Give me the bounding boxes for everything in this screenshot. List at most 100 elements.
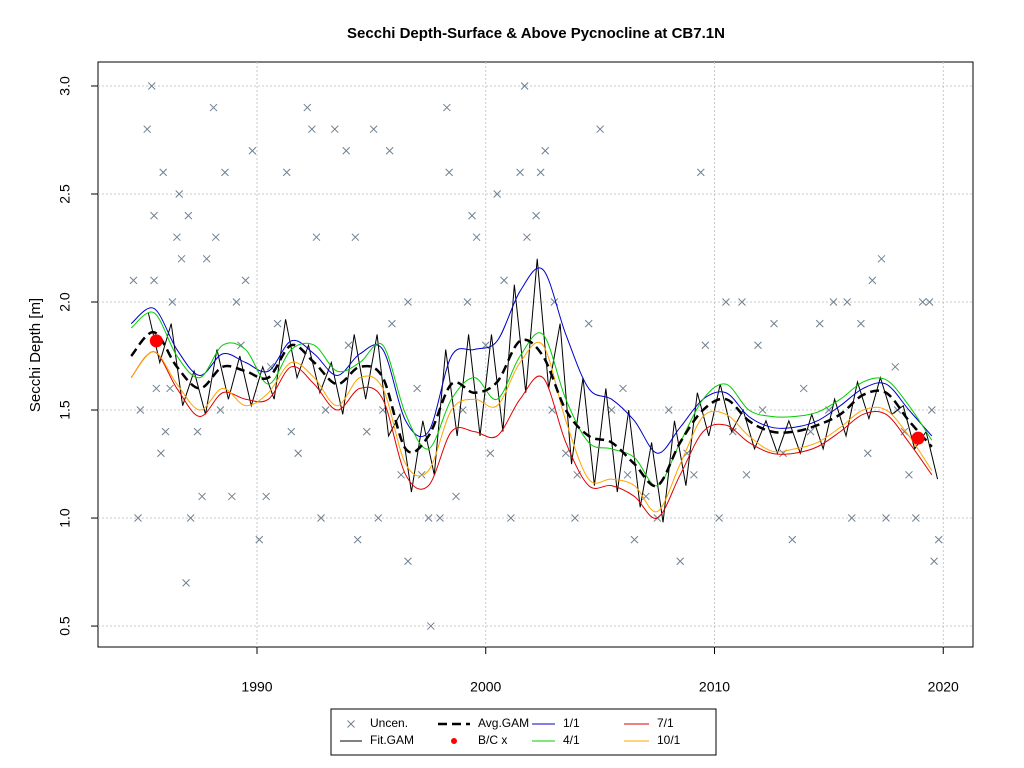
data-point xyxy=(701,341,710,350)
data-point xyxy=(927,406,936,414)
data-point xyxy=(262,492,270,501)
data-point xyxy=(374,514,383,522)
legend-entry: 7/1 xyxy=(624,716,674,730)
data-point xyxy=(532,211,540,220)
data-point xyxy=(248,146,257,155)
data-point xyxy=(157,449,165,458)
data-point xyxy=(905,470,913,479)
data-point xyxy=(168,298,177,306)
data-point xyxy=(424,514,433,522)
data-point xyxy=(166,384,174,393)
legend-marker xyxy=(451,738,457,744)
series-line xyxy=(130,331,933,488)
data-point xyxy=(463,298,472,306)
legend-entry: 10/1 xyxy=(624,733,681,747)
data-point xyxy=(193,427,202,436)
legend-label: 4/1 xyxy=(563,733,580,747)
data-point xyxy=(317,514,325,522)
data-point xyxy=(221,168,229,177)
data-point xyxy=(227,492,236,501)
data-point xyxy=(863,449,872,458)
data-point xyxy=(843,298,852,306)
data-point xyxy=(516,168,524,177)
legend-entry: Fit.GAM xyxy=(340,733,414,747)
data-point xyxy=(404,557,412,566)
y-tick-label: 1.5 xyxy=(57,400,73,420)
data-point xyxy=(173,233,181,242)
y-tick-label: 2.0 xyxy=(57,292,73,312)
legend-label: Avg.GAM xyxy=(478,716,529,730)
data-point xyxy=(486,449,495,458)
data-point xyxy=(255,535,264,544)
x-tick-label: 2010 xyxy=(699,679,730,695)
data-point xyxy=(388,319,396,328)
data-point xyxy=(690,470,698,479)
series-line xyxy=(130,311,933,487)
data-point xyxy=(147,82,156,90)
bc-point xyxy=(911,431,925,445)
data-point xyxy=(493,190,502,198)
data-point xyxy=(918,298,927,306)
data-point xyxy=(211,233,220,242)
data-point xyxy=(342,146,351,155)
data-point xyxy=(857,319,865,328)
y-tick-label: 0.5 xyxy=(57,616,73,636)
data-point xyxy=(664,406,673,414)
data-point xyxy=(571,514,579,522)
plot-frame xyxy=(97,61,974,648)
data-point xyxy=(351,233,360,242)
data-point xyxy=(385,146,394,155)
data-point xyxy=(738,298,746,306)
data-point xyxy=(182,578,190,587)
data-point xyxy=(232,298,241,306)
data-point xyxy=(788,535,797,544)
data-point xyxy=(294,449,303,458)
data-point xyxy=(930,557,938,566)
data-point xyxy=(541,146,550,155)
data-point xyxy=(404,298,412,306)
data-point xyxy=(891,362,900,371)
data-point xyxy=(630,535,639,544)
data-point xyxy=(143,125,152,134)
data-point xyxy=(623,470,632,479)
data-point xyxy=(815,319,824,328)
data-point xyxy=(584,319,593,328)
data-point xyxy=(152,384,161,393)
data-point xyxy=(353,535,362,544)
data-point xyxy=(452,492,460,501)
y-axis-label: Secchi Depth [m] xyxy=(27,298,44,412)
data-point xyxy=(596,125,604,134)
data-point xyxy=(216,406,225,414)
data-point xyxy=(443,103,451,112)
data-point xyxy=(159,168,168,177)
data-point xyxy=(536,168,545,177)
legend-entry: Avg.GAM xyxy=(438,716,529,730)
data-point xyxy=(934,535,943,544)
legend xyxy=(330,708,717,756)
data-point xyxy=(715,514,723,522)
data-point xyxy=(321,406,330,414)
series-line xyxy=(130,351,933,519)
legend-label: Uncen. xyxy=(370,716,408,730)
x-tick-label: 2020 xyxy=(928,679,959,695)
data-point xyxy=(273,319,282,328)
y-tick-label: 2.5 xyxy=(57,184,73,204)
data-point xyxy=(150,211,158,220)
data-point xyxy=(728,427,737,436)
data-point xyxy=(742,470,751,479)
data-point xyxy=(136,406,145,414)
data-point xyxy=(561,449,570,458)
data-point xyxy=(911,514,920,522)
data-point xyxy=(507,514,515,522)
data-point xyxy=(806,427,815,436)
data-point xyxy=(722,298,730,306)
data-point xyxy=(829,298,838,306)
series-line xyxy=(130,341,933,513)
data-point xyxy=(868,276,877,285)
legend-entry: 4/1 xyxy=(532,733,580,747)
data-point xyxy=(696,168,705,177)
data-point xyxy=(900,427,909,436)
data-point xyxy=(134,514,142,522)
data-point xyxy=(468,211,476,220)
